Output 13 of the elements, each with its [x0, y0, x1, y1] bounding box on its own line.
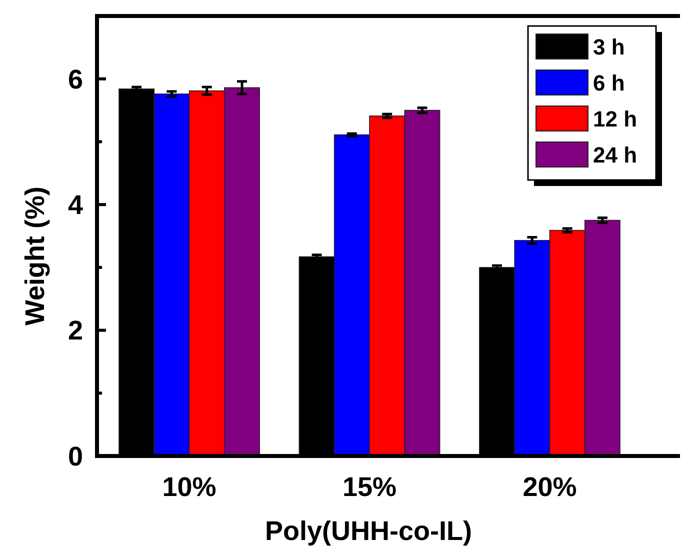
x-tick-label: 10%: [162, 472, 216, 502]
legend-label: 12 h: [593, 106, 638, 132]
y-axis-title: Weight (%): [20, 186, 50, 326]
y-tick-label: 6: [68, 64, 83, 94]
legend-label: 24 h: [593, 142, 638, 168]
y-tick-label: 0: [68, 441, 83, 472]
y-tick-label: 4: [68, 190, 83, 220]
y-tick-label: 2: [68, 316, 83, 346]
x-tick-label: 15%: [342, 472, 397, 502]
x-tick-label: 20%: [522, 472, 577, 502]
legend-label: 6 h: [593, 70, 625, 96]
x-axis-title: Poly(UHH-co-IL): [265, 516, 472, 546]
legend-label: 3 h: [593, 34, 625, 60]
